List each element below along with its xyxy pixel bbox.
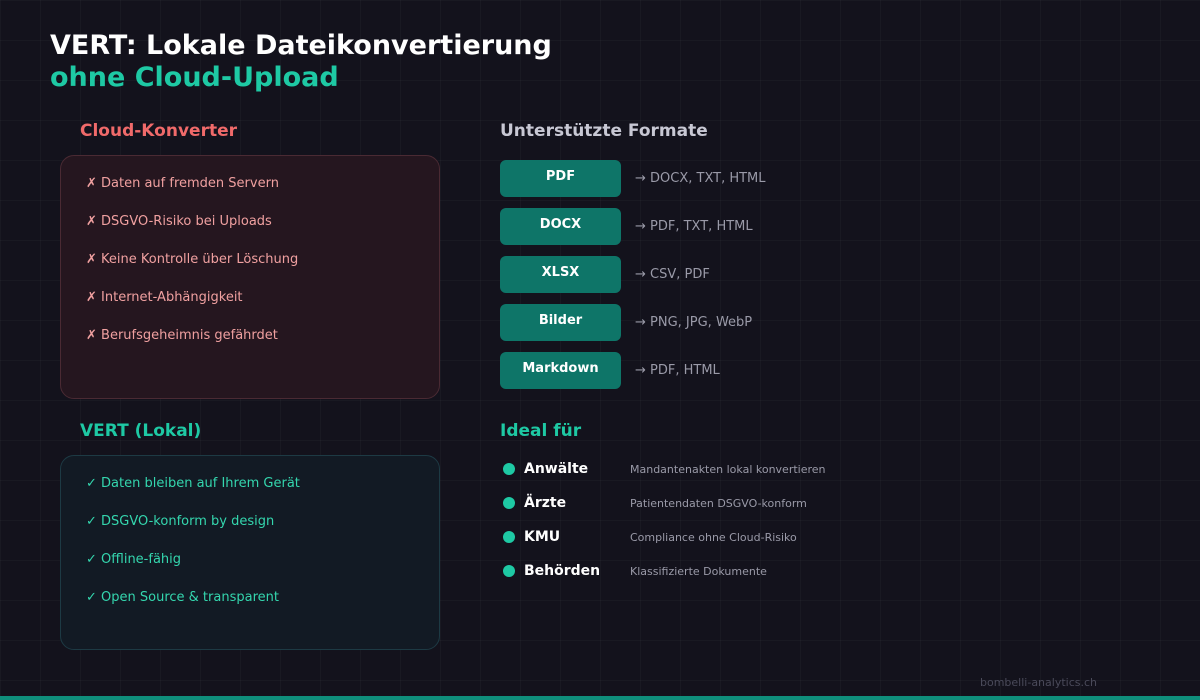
vert-item: ✓ Daten bleiben auf Ihrem Gerät (86, 476, 300, 491)
ideal-name: Behörden (524, 563, 601, 579)
ideal-desc: Patientendaten DSGVO-konform (630, 496, 807, 510)
ideal-row: KMU Compliance ohne Cloud-Risiko (500, 527, 797, 547)
format-row: DOCX → PDF, TXT, HTML (500, 208, 753, 245)
vert-item: ✓ Offline-fähig (86, 552, 182, 567)
ideal-heading: Ideal für (500, 421, 582, 441)
vert-item: ✓ DSGVO-konform by design (86, 514, 275, 529)
footer-credit: bombelli-analytics.ch (980, 676, 1097, 689)
format-badge: DOCX (500, 208, 621, 245)
vert-heading: VERT (Lokal) (80, 421, 202, 441)
cloud-item: ✗ DSGVO-Risiko bei Uploads (86, 214, 272, 229)
ideal-name: Anwälte (524, 461, 589, 477)
cloud-item: ✗ Berufsgeheimnis gefährdet (86, 328, 278, 343)
formats-heading: Unterstützte Formate (500, 121, 708, 141)
vert-item: ✓ Open Source & transparent (86, 590, 279, 605)
bullet-dot-icon (503, 531, 515, 543)
ideal-desc: Mandantenakten lokal konvertieren (630, 462, 826, 476)
bullet-dot-icon (503, 497, 515, 509)
format-row: Markdown → PDF, HTML (500, 352, 720, 389)
ideal-row: Behörden Klassifizierte Dokumente (500, 561, 767, 581)
cloud-panel: ✗ Daten auf fremden Servern ✗ DSGVO-Risi… (60, 155, 440, 399)
format-targets: → PDF, TXT, HTML (635, 219, 753, 234)
page-title: VERT: Lokale Dateikonvertierung (50, 30, 552, 61)
format-row: PDF → DOCX, TXT, HTML (500, 160, 766, 197)
ideal-row: Ärzte Patientendaten DSGVO-konform (500, 493, 807, 513)
ideal-row: Anwälte Mandantenakten lokal konvertiere… (500, 459, 826, 479)
format-badge: Bilder (500, 304, 621, 341)
format-targets: → DOCX, TXT, HTML (635, 171, 766, 186)
cloud-item: ✗ Daten auf fremden Servern (86, 176, 279, 191)
cloud-item: ✗ Internet-Abhängigkeit (86, 290, 243, 305)
format-badge: XLSX (500, 256, 621, 293)
bullet-dot-icon (503, 463, 515, 475)
ideal-name: Ärzte (524, 495, 567, 511)
format-badge: Markdown (500, 352, 621, 389)
ideal-desc: Compliance ohne Cloud-Risiko (630, 530, 797, 544)
ideal-desc: Klassifizierte Dokumente (630, 564, 767, 578)
cloud-list: ✗ Daten auf fremden Servern ✗ DSGVO-Risi… (61, 156, 439, 366)
bottom-accent-bar (0, 696, 1200, 700)
ideal-name: KMU (524, 529, 561, 545)
format-targets: → CSV, PDF (635, 267, 710, 282)
format-row: Bilder → PNG, JPG, WebP (500, 304, 752, 341)
format-badge: PDF (500, 160, 621, 197)
cloud-item: ✗ Keine Kontrolle über Löschung (86, 252, 299, 267)
format-targets: → PNG, JPG, WebP (635, 315, 753, 330)
bullet-dot-icon (503, 565, 515, 577)
page-subtitle: ohne Cloud-Upload (50, 62, 339, 93)
vert-panel: ✓ Daten bleiben auf Ihrem Gerät ✓ DSGVO-… (60, 455, 440, 650)
format-row: XLSX → CSV, PDF (500, 256, 710, 293)
vert-list: ✓ Daten bleiben auf Ihrem Gerät ✓ DSGVO-… (61, 456, 439, 628)
cloud-heading: Cloud-Konverter (80, 121, 238, 141)
format-targets: → PDF, HTML (635, 363, 720, 378)
